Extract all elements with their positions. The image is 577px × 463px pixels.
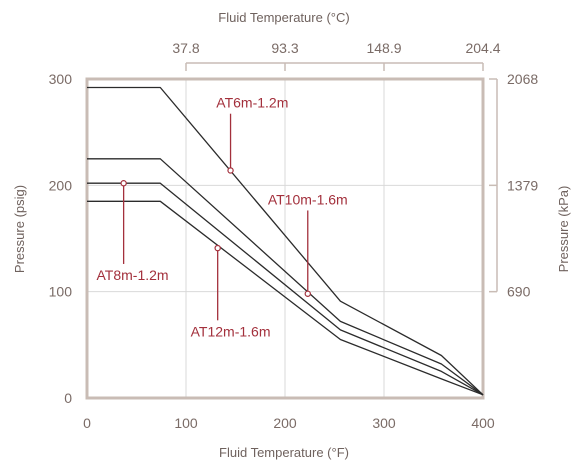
x2-tick-label: 148.9 [366, 40, 401, 56]
x-tick-label: 200 [273, 415, 297, 431]
y-axis-title: Pressure (psig) [12, 185, 27, 273]
series-lines [87, 86, 484, 396]
series-line-1 [87, 86, 484, 396]
plot-frame [85, 62, 498, 400]
y-tick-label: 300 [49, 71, 73, 87]
x2-tick-label: 93.3 [271, 40, 298, 56]
y-tick-label: 0 [64, 390, 72, 406]
x2-axis-title: Fluid Temperature (°C) [218, 10, 349, 25]
x-axis-title: Fluid Temperature (°F) [219, 445, 349, 460]
series-line-2 [87, 158, 484, 396]
y2-axis-title: Pressure (kPa) [556, 186, 571, 273]
annotation-marker [227, 167, 234, 174]
y-tick-label: 200 [49, 177, 73, 193]
x-tick-label: 0 [83, 415, 91, 431]
annotation-label: AT10m-1.6m [268, 191, 348, 207]
x-tick-label: 300 [372, 415, 396, 431]
annotation-label: AT6m-1.2m [216, 95, 288, 111]
annotation-label: AT12m-1.6m [191, 323, 271, 339]
annotation-marker [304, 290, 311, 297]
x-tick-label: 400 [471, 415, 495, 431]
series-line-3 [87, 182, 484, 396]
plot-border [85, 77, 485, 400]
annotation-marker [214, 244, 221, 252]
y2-tick-label: 2068 [507, 71, 538, 87]
x2-tick-label: 37.8 [172, 40, 199, 56]
grid [87, 79, 483, 398]
y2-tick-label: 1379 [507, 177, 538, 193]
series-line-4 [87, 200, 484, 396]
x2-tick-label: 204.4 [465, 40, 500, 56]
x-tick-label: 100 [174, 415, 198, 431]
annotation-marker [120, 180, 127, 187]
annotations: AT6m-1.2m AT10m-1.6m AT8m-1.2m AT12m-1.6m [96, 95, 347, 340]
tick-labels: 0 100 200 300 400 0 100 200 300 37.8 93.3 148.9 204.… [49, 40, 539, 431]
annotation-label: AT8m-1.2m [96, 267, 168, 283]
y2-tick-label: 690 [507, 284, 531, 300]
y-tick-label: 100 [49, 284, 73, 300]
